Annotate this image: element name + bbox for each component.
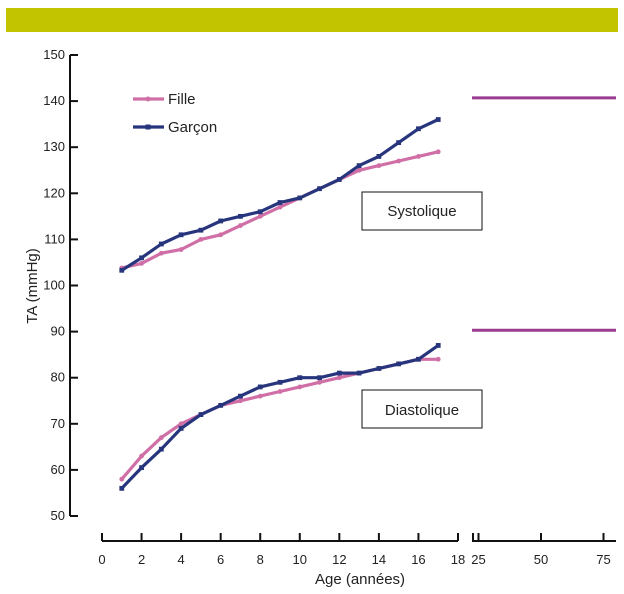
garcon-systolique-point-9	[277, 200, 283, 205]
diastolique-box	[361, 389, 483, 429]
y-tick-label-50: 50	[51, 508, 65, 523]
garcon-diastolique-point-10	[297, 375, 303, 381]
garcon-systolique-point-11	[317, 186, 322, 192]
garcon-systolique-point-2	[139, 255, 144, 261]
garcon-systolique-point-4	[178, 232, 184, 238]
x-tick-label-8: 8	[257, 552, 264, 567]
fille-diastolique-point-7	[238, 398, 243, 404]
x-axis-label: Age (années)	[315, 571, 405, 588]
fille-diastolique-point-2	[139, 453, 144, 459]
x-tick-label-18: 18	[451, 552, 465, 567]
garcon-diastolique-point-16	[416, 356, 421, 362]
garcon-systolique-point-3	[158, 241, 164, 247]
fille-systolique-point-14	[376, 163, 382, 169]
diastolique-label: Diastolique	[385, 402, 459, 419]
garcon-diastolique-point-8	[257, 384, 263, 390]
garcon-diastolique-point-17	[435, 343, 441, 348]
fille-systolique-point-9	[277, 204, 283, 210]
fille-diastolique-point-1	[119, 476, 125, 482]
fille-diastolique-point-12	[336, 375, 342, 381]
y-tick-label-80: 80	[51, 370, 65, 385]
garcon-systolique-point-15	[396, 140, 402, 145]
legend-fille-marker	[145, 96, 151, 102]
fille-diastolique-point-10	[297, 384, 303, 390]
garcon-diastolique-point-11	[317, 375, 322, 381]
fille-diastolique-point-17	[435, 356, 441, 362]
x-tick-label-25: 25	[471, 552, 485, 567]
garcon-systolique-point-5	[198, 227, 204, 233]
garcon-systolique-point-6	[218, 218, 224, 224]
garcon-systolique-point-8	[257, 209, 263, 215]
y-tick-label-140: 140	[43, 93, 65, 108]
fille-systolique-point-3	[158, 250, 164, 256]
garcon-diastolique-point-15	[396, 361, 402, 367]
x-tick-label-0: 0	[98, 552, 105, 567]
systolique-label: Systolique	[387, 203, 456, 220]
fille-systolique-point-6	[218, 232, 224, 238]
fille-systolique-point-2	[139, 260, 144, 266]
garcon-diastolique-point-4	[178, 426, 184, 431]
legend-fille-label: Fille	[168, 91, 196, 108]
fille-diastolique-point-9	[277, 389, 283, 394]
x-tick-label-4: 4	[177, 552, 184, 567]
fille-diastolique-point-3	[158, 435, 164, 441]
y-tick-label-120: 120	[43, 185, 65, 200]
garcon-systolique-point-7	[238, 213, 243, 219]
fille-systolique-point-7	[238, 223, 243, 228]
annotations: Systolique Diastolique	[361, 191, 483, 429]
garcon-diastolique-point-3	[158, 446, 164, 452]
y-tick-label-60: 60	[51, 462, 65, 477]
legend-garcon-marker	[145, 124, 151, 130]
y-tick-label-90: 90	[51, 324, 65, 339]
garcon-systolique-point-13	[356, 163, 362, 169]
garcon-systolique-point-17	[435, 117, 441, 122]
fille-systolique-point-8	[257, 213, 263, 219]
fille-diastolique-point-8	[257, 393, 263, 399]
x-tick-label-12: 12	[332, 552, 346, 567]
x-tick-label-6: 6	[217, 552, 224, 567]
data-layer	[119, 96, 616, 491]
fille-systolique-point-13	[356, 167, 362, 173]
x-tick-label-16: 16	[411, 552, 425, 567]
y-tick-label-130: 130	[43, 139, 65, 154]
y-tick-label-150: 150	[43, 47, 65, 62]
y-tick-label-70: 70	[51, 416, 65, 431]
garcon-diastolique-point-5	[198, 412, 204, 417]
x-tick-label-10: 10	[293, 552, 307, 567]
fille-systolique-point-4	[178, 247, 184, 252]
garcon-diastolique-point-7	[238, 393, 243, 399]
y-axis-label: TA (mmHg)	[24, 248, 41, 324]
y-tick-label-110: 110	[44, 231, 65, 246]
legend: Fille Garçon	[133, 91, 217, 136]
legend-garcon-label: Garçon	[168, 119, 217, 136]
x-tick-label-50: 50	[534, 552, 548, 567]
garcon-systolique-point-1	[119, 267, 125, 273]
y-tick-label-100: 100	[43, 278, 65, 293]
garcon-diastolique-point-1	[119, 485, 125, 491]
top-banner-bar	[6, 8, 618, 32]
garcon-diastolique-point-13	[356, 370, 362, 376]
fille-systolique-point-17	[435, 149, 441, 155]
garcon-diastolique-point-6	[218, 402, 224, 408]
x-tick-label-14: 14	[372, 552, 386, 567]
garcon-systolique-point-14	[376, 154, 382, 159]
fille-diastolique-point-4	[178, 421, 184, 427]
fille-systolique-point-5	[198, 237, 204, 242]
garcon-systolique-point-16	[416, 126, 421, 132]
garcon-diastolique-point-2	[139, 465, 144, 470]
x-tick-label-2: 2	[138, 552, 145, 567]
garcon-diastolique-point-12	[336, 370, 342, 376]
fille-systolique-point-16	[416, 154, 421, 159]
x-tick-label-75: 75	[596, 552, 610, 567]
garcon-systolique-point-12	[336, 177, 342, 182]
fille-diastolique-point-11	[317, 379, 322, 385]
axes-layer: 50 60 70 80 90 100 110 120 130 140 150 0 2 4 6 8 10 12 14 1…	[43, 47, 616, 567]
garcon-diastolique-point-9	[277, 379, 283, 385]
garcon-diastolique-point-14	[376, 366, 382, 371]
systolique-box	[361, 191, 483, 231]
garcon-systolique-point-10	[297, 195, 303, 201]
fille-systolique-point-15	[396, 158, 402, 164]
